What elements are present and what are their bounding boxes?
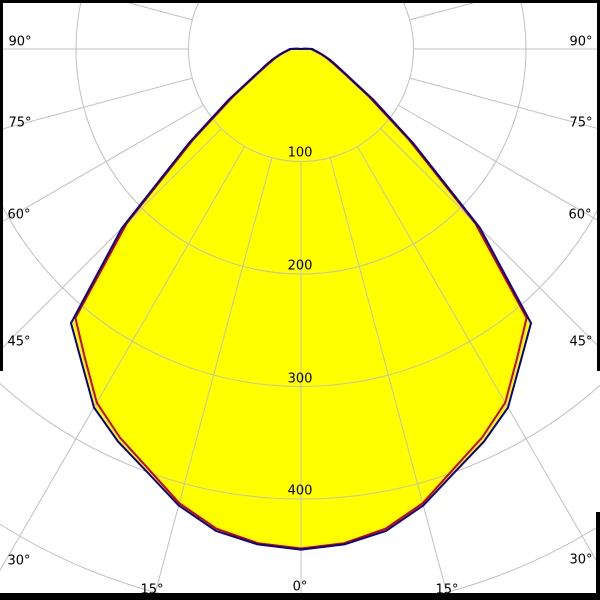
angle-label-6-75deg: 75° (569, 116, 592, 131)
angle-label-1-75deg: 75° (8, 116, 31, 131)
angle-label-11-0deg: 0° (293, 580, 308, 595)
ring-label-400: 400 (288, 484, 313, 499)
ring-label-300: 300 (288, 372, 313, 387)
angle-label-4-30deg: 30° (7, 554, 30, 569)
frame-bar-1 (0, 593, 600, 600)
frame-bar-0 (0, 0, 600, 3)
grid-radial-60deg (398, 104, 600, 223)
angle-label-3-45deg: 45° (7, 335, 30, 350)
grid-radial-15deg (329, 157, 450, 600)
grid-radial-75deg (409, 77, 600, 130)
frame-bar-4 (596, 512, 600, 600)
grid-radial--75deg (0, 77, 193, 131)
grid-radial--15deg (152, 157, 273, 600)
frame-bar-2 (0, 0, 3, 371)
angle-label-0-90deg: 90° (8, 35, 31, 50)
ring-label-100: 100 (288, 146, 313, 161)
angle-label-5-90deg: 90° (569, 35, 592, 50)
grid-radial-30deg (356, 146, 600, 568)
c0-c180-curve (70, 47, 532, 551)
angle-label-8-45deg: 45° (569, 335, 592, 350)
grid-radial--60deg (0, 104, 204, 224)
frame-bar-3 (597, 0, 600, 371)
angle-label-9-30deg: 30° (569, 553, 592, 568)
ring-label-200: 200 (288, 259, 313, 274)
angle-label-7-60deg: 60° (568, 208, 591, 223)
grid-radial--30deg (0, 146, 246, 572)
angle-label-2-60deg: 60° (7, 208, 30, 223)
